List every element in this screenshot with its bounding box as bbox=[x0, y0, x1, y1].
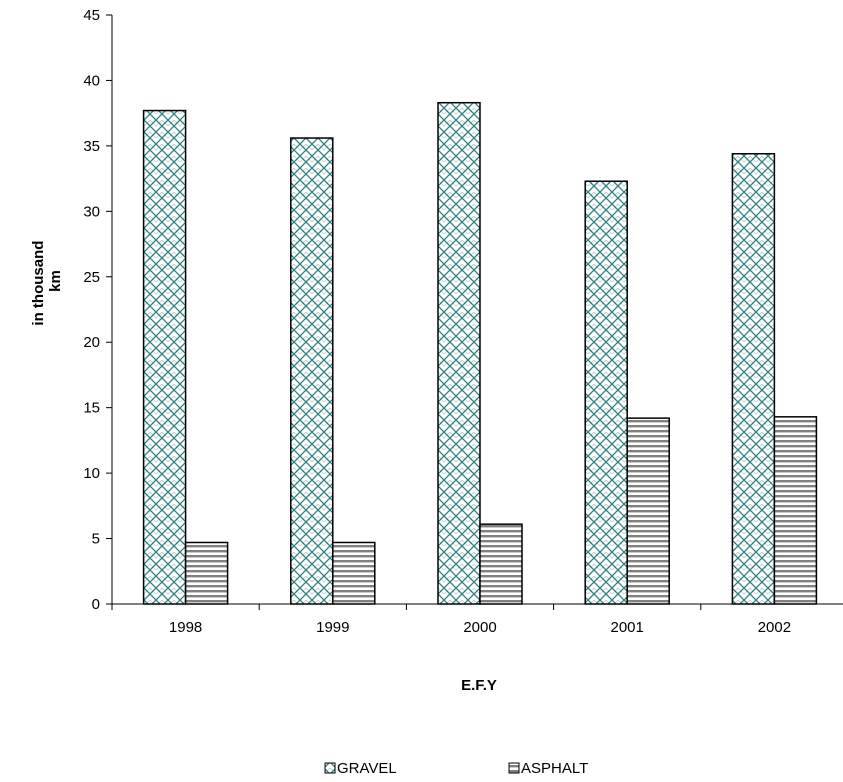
bar-gravel-2000 bbox=[437, 101, 481, 605]
y-tick-label: 35 bbox=[83, 138, 100, 155]
bar-gravel-1998 bbox=[142, 109, 187, 605]
y-axis-title-line-2: km bbox=[47, 270, 64, 292]
bar-gravel-2001 bbox=[584, 180, 628, 605]
legend-swatch-asphalt bbox=[508, 762, 520, 774]
x-tick-label: 1998 bbox=[169, 619, 202, 636]
y-axis-ticks: 0 5 10 15 20 25 30 35 40 45 bbox=[83, 7, 112, 613]
legend-swatch-gravel bbox=[324, 762, 336, 774]
bars bbox=[142, 101, 818, 605]
x-tick-label: 2002 bbox=[758, 619, 791, 636]
bar-asphalt-2001 bbox=[626, 417, 670, 605]
x-tick-label: 2001 bbox=[611, 619, 644, 636]
legend-label-asphalt: ASPHALT bbox=[521, 760, 588, 777]
y-tick-label: 15 bbox=[83, 400, 100, 417]
x-axis-title: E.F.Y bbox=[461, 677, 497, 694]
y-tick-label: 25 bbox=[83, 269, 100, 286]
bar-asphalt-1999 bbox=[332, 541, 376, 605]
y-axis-title: in thousand km bbox=[30, 236, 64, 325]
bar-asphalt-2002 bbox=[773, 416, 818, 605]
y-tick-label: 0 bbox=[92, 596, 100, 613]
legend-label-gravel: GRAVEL bbox=[337, 760, 397, 777]
legend: GRAVEL ASPHALT bbox=[324, 760, 588, 777]
y-tick-label: 40 bbox=[83, 72, 100, 89]
bar-gravel-1999 bbox=[290, 137, 334, 605]
y-tick-label: 5 bbox=[92, 531, 100, 548]
x-tick-label: 2000 bbox=[463, 619, 496, 636]
y-tick-label: 30 bbox=[83, 203, 100, 220]
x-tick-label: 1999 bbox=[316, 619, 349, 636]
bar-gravel-2002 bbox=[731, 152, 776, 605]
bar-asphalt-1998 bbox=[184, 541, 229, 605]
legend-item-asphalt[interactable]: ASPHALT bbox=[508, 760, 588, 777]
bar-asphalt-2000 bbox=[479, 523, 523, 605]
legend-item-gravel[interactable]: GRAVEL bbox=[324, 760, 397, 777]
y-tick-label: 20 bbox=[83, 334, 100, 351]
y-axis-title-line-1: in thousand bbox=[30, 241, 47, 326]
y-tick-label: 45 bbox=[83, 7, 100, 24]
y-tick-label: 10 bbox=[83, 465, 100, 482]
x-axis-ticks: 1998 1999 2000 2001 2002 bbox=[111, 604, 791, 636]
